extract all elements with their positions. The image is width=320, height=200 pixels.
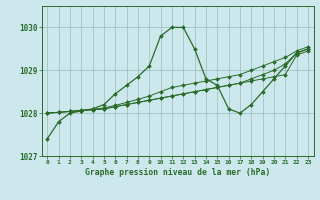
X-axis label: Graphe pression niveau de la mer (hPa): Graphe pression niveau de la mer (hPa) [85,168,270,177]
